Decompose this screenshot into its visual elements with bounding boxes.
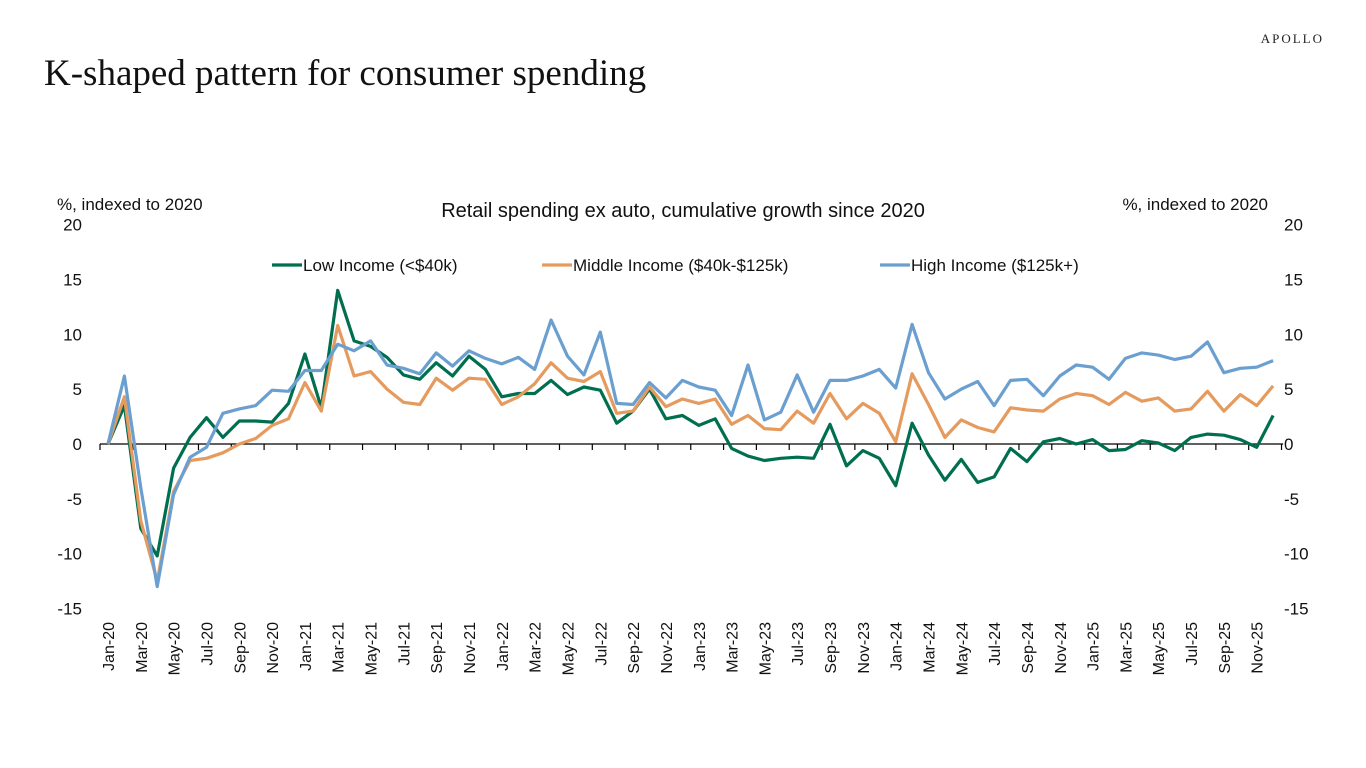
x-tick-label: Jul-22 <box>593 622 610 666</box>
series-line-low-income <box>106 288 1275 558</box>
y-tick-label-left: -15 <box>57 600 82 619</box>
x-tick-label: Jan-20 <box>101 622 118 671</box>
legend-label: Low Income (<$40k) <box>303 256 458 275</box>
x-tick-label: May-20 <box>167 622 184 675</box>
x-tick-label: Mar-20 <box>134 622 151 673</box>
x-tick-label: May-25 <box>1151 622 1168 675</box>
x-tick-label: Jul-24 <box>987 622 1004 666</box>
x-tick-label: Mar-21 <box>331 622 348 673</box>
x-tick-label: Jul-25 <box>1184 622 1201 666</box>
legend-label: Middle Income ($40k-$125k) <box>573 256 788 275</box>
x-tick-label: Jul-20 <box>199 622 216 666</box>
legend-item: Middle Income ($40k-$125k) <box>542 256 788 275</box>
series-line-high-income <box>106 318 1274 589</box>
x-tick-label: Mar-24 <box>922 622 939 673</box>
x-tick-label: Sep-23 <box>823 622 840 674</box>
y-tick-label-right: 0 <box>1284 435 1293 454</box>
x-tick-label: Jan-21 <box>298 622 315 671</box>
x-tick-label: Mar-22 <box>528 622 545 673</box>
y-tick-label-left: -5 <box>67 490 82 509</box>
x-tick-label: Nov-25 <box>1250 622 1267 674</box>
page-title: K-shaped pattern for consumer spending <box>44 53 647 94</box>
legend-label: High Income ($125k+) <box>911 256 1079 275</box>
x-tick-label: Nov-23 <box>856 622 873 674</box>
chart-title: Retail spending ex auto, cumulative grow… <box>441 200 925 222</box>
x-tick-label: May-23 <box>757 622 774 675</box>
x-tick-label: Nov-20 <box>265 622 282 674</box>
x-tick-label: Jul-21 <box>396 622 413 666</box>
legend-item: Low Income (<$40k) <box>272 256 458 275</box>
x-tick-label: Mar-23 <box>725 622 742 673</box>
apollo-logo: APOLLO <box>1260 31 1324 46</box>
y-tick-label-left: 15 <box>63 270 82 289</box>
y-tick-label-right: 5 <box>1284 380 1293 399</box>
y-tick-label-left: 20 <box>63 216 82 235</box>
x-tick-label: May-21 <box>364 622 381 675</box>
x-tick-label: Sep-25 <box>1217 622 1234 674</box>
y-tick-label-left: 5 <box>73 380 82 399</box>
y-tick-label-right: 15 <box>1284 270 1303 289</box>
y-axis-label-left: %, indexed to 2020 <box>57 195 203 214</box>
y-tick-label-left: 0 <box>73 435 82 454</box>
x-tick-label: Jan-25 <box>1086 622 1103 671</box>
y-tick-label-right: 10 <box>1284 325 1303 344</box>
x-tick-label: Sep-24 <box>1020 622 1037 674</box>
x-tick-label: Sep-22 <box>626 622 643 674</box>
y-tick-label-right: 20 <box>1284 216 1303 235</box>
x-tick-label: Jan-22 <box>495 622 512 671</box>
x-tick-label: Jan-23 <box>692 622 709 671</box>
x-tick-label: Jan-24 <box>889 622 906 671</box>
series-line-middle-income <box>106 323 1275 583</box>
x-tick-label: Sep-21 <box>429 622 446 674</box>
x-tick-label: Jul-23 <box>790 622 807 666</box>
x-tick-label: Mar-25 <box>1118 622 1135 673</box>
x-tick-label: Nov-22 <box>659 622 676 674</box>
x-tick-label: Sep-20 <box>232 622 249 674</box>
x-tick-label: Nov-21 <box>462 622 479 674</box>
y-tick-label-right: -5 <box>1284 490 1299 509</box>
y-tick-label-right: -10 <box>1284 545 1309 564</box>
y-tick-label-right: -15 <box>1284 600 1309 619</box>
y-axis-label-right: %, indexed to 2020 <box>1122 195 1268 214</box>
x-tick-label: Nov-24 <box>1053 622 1070 674</box>
x-tick-label: May-22 <box>560 622 577 675</box>
x-tick-label: May-24 <box>954 622 971 675</box>
legend-item: High Income ($125k+) <box>880 256 1079 275</box>
y-tick-label-left: 10 <box>63 325 82 344</box>
y-tick-label-left: -10 <box>57 545 82 564</box>
